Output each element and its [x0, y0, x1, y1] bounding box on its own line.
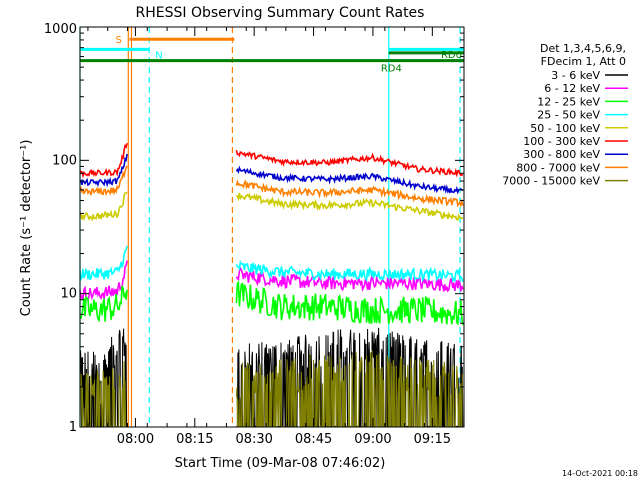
y-tick-label-0: 1 [69, 420, 77, 435]
legend-label-1: 6 - 12 keV [544, 82, 600, 95]
legend-label-0: 3 - 6 keV [551, 69, 600, 82]
series-1-post [235, 266, 464, 293]
y-tick-label-1: 10 [60, 287, 77, 302]
timestamp: 14-Oct-2021 00:18 [562, 469, 638, 478]
plot-area: S N RD4 RD0 1 10 100 1000 08:00 08:15 08:30 08:45 09… [44, 22, 465, 447]
series-5-post [235, 150, 464, 178]
series-3-post [235, 259, 464, 283]
series-4-pre [79, 191, 128, 222]
series-4-post [235, 192, 464, 221]
x-tick-label-3: 08:45 [295, 432, 332, 447]
series-8-pre [79, 361, 128, 427]
series-8-post [235, 350, 464, 427]
series-2-post [235, 280, 464, 326]
series-3-pre [79, 245, 128, 281]
series-2-pre [79, 285, 128, 323]
legend-label-7: 800 - 7000 keV [516, 161, 600, 174]
annotation-label-RD0: RD0 [441, 50, 462, 61]
plot-frame [79, 26, 465, 428]
x-tick-label-5: 09:15 [414, 432, 451, 447]
legend-label-4: 50 - 100 keV [530, 122, 600, 135]
y-tick-label-2: 100 [52, 153, 77, 168]
annotation-label-N: N [155, 50, 162, 61]
series-0-post [236, 327, 464, 427]
legend-header-line-1: Det 1,3,4,5,6,9, [540, 42, 626, 55]
series-6-post [235, 165, 464, 195]
annotation-label-S: S [115, 35, 121, 46]
legend-label-2: 12 - 25 keV [537, 95, 600, 108]
legend-label-3: 25 - 50 keV [537, 109, 600, 122]
y-tick-label-3: 1000 [44, 22, 77, 37]
chart-title: RHESSI Observing Summary Count Rates [136, 5, 425, 21]
x-tick-label-1: 08:15 [176, 432, 213, 447]
y-axis-label: Count Rate (s⁻¹ detector⁻¹) [19, 140, 34, 317]
x-axis-label: Start Time (09-Mar-08 07:46:02) [175, 456, 386, 471]
series-7-post [235, 179, 464, 208]
x-tick-label-0: 08:00 [117, 432, 154, 447]
legend-label-6: 300 - 800 keV [523, 148, 600, 161]
x-tick-label-4: 09:00 [354, 432, 391, 447]
series-5-pre [79, 142, 128, 179]
x-tick-label-2: 08:30 [235, 432, 272, 447]
annotation-label-RD4: RD4 [381, 64, 402, 75]
legend-label-5: 100 - 300 keV [523, 135, 600, 148]
series-6-pre [79, 153, 128, 188]
series-7-pre [79, 165, 128, 197]
legend-label-8: 7000 - 15000 keV [502, 175, 600, 188]
legend-header-line-2: FDecim 1, Att 0 [541, 55, 626, 68]
